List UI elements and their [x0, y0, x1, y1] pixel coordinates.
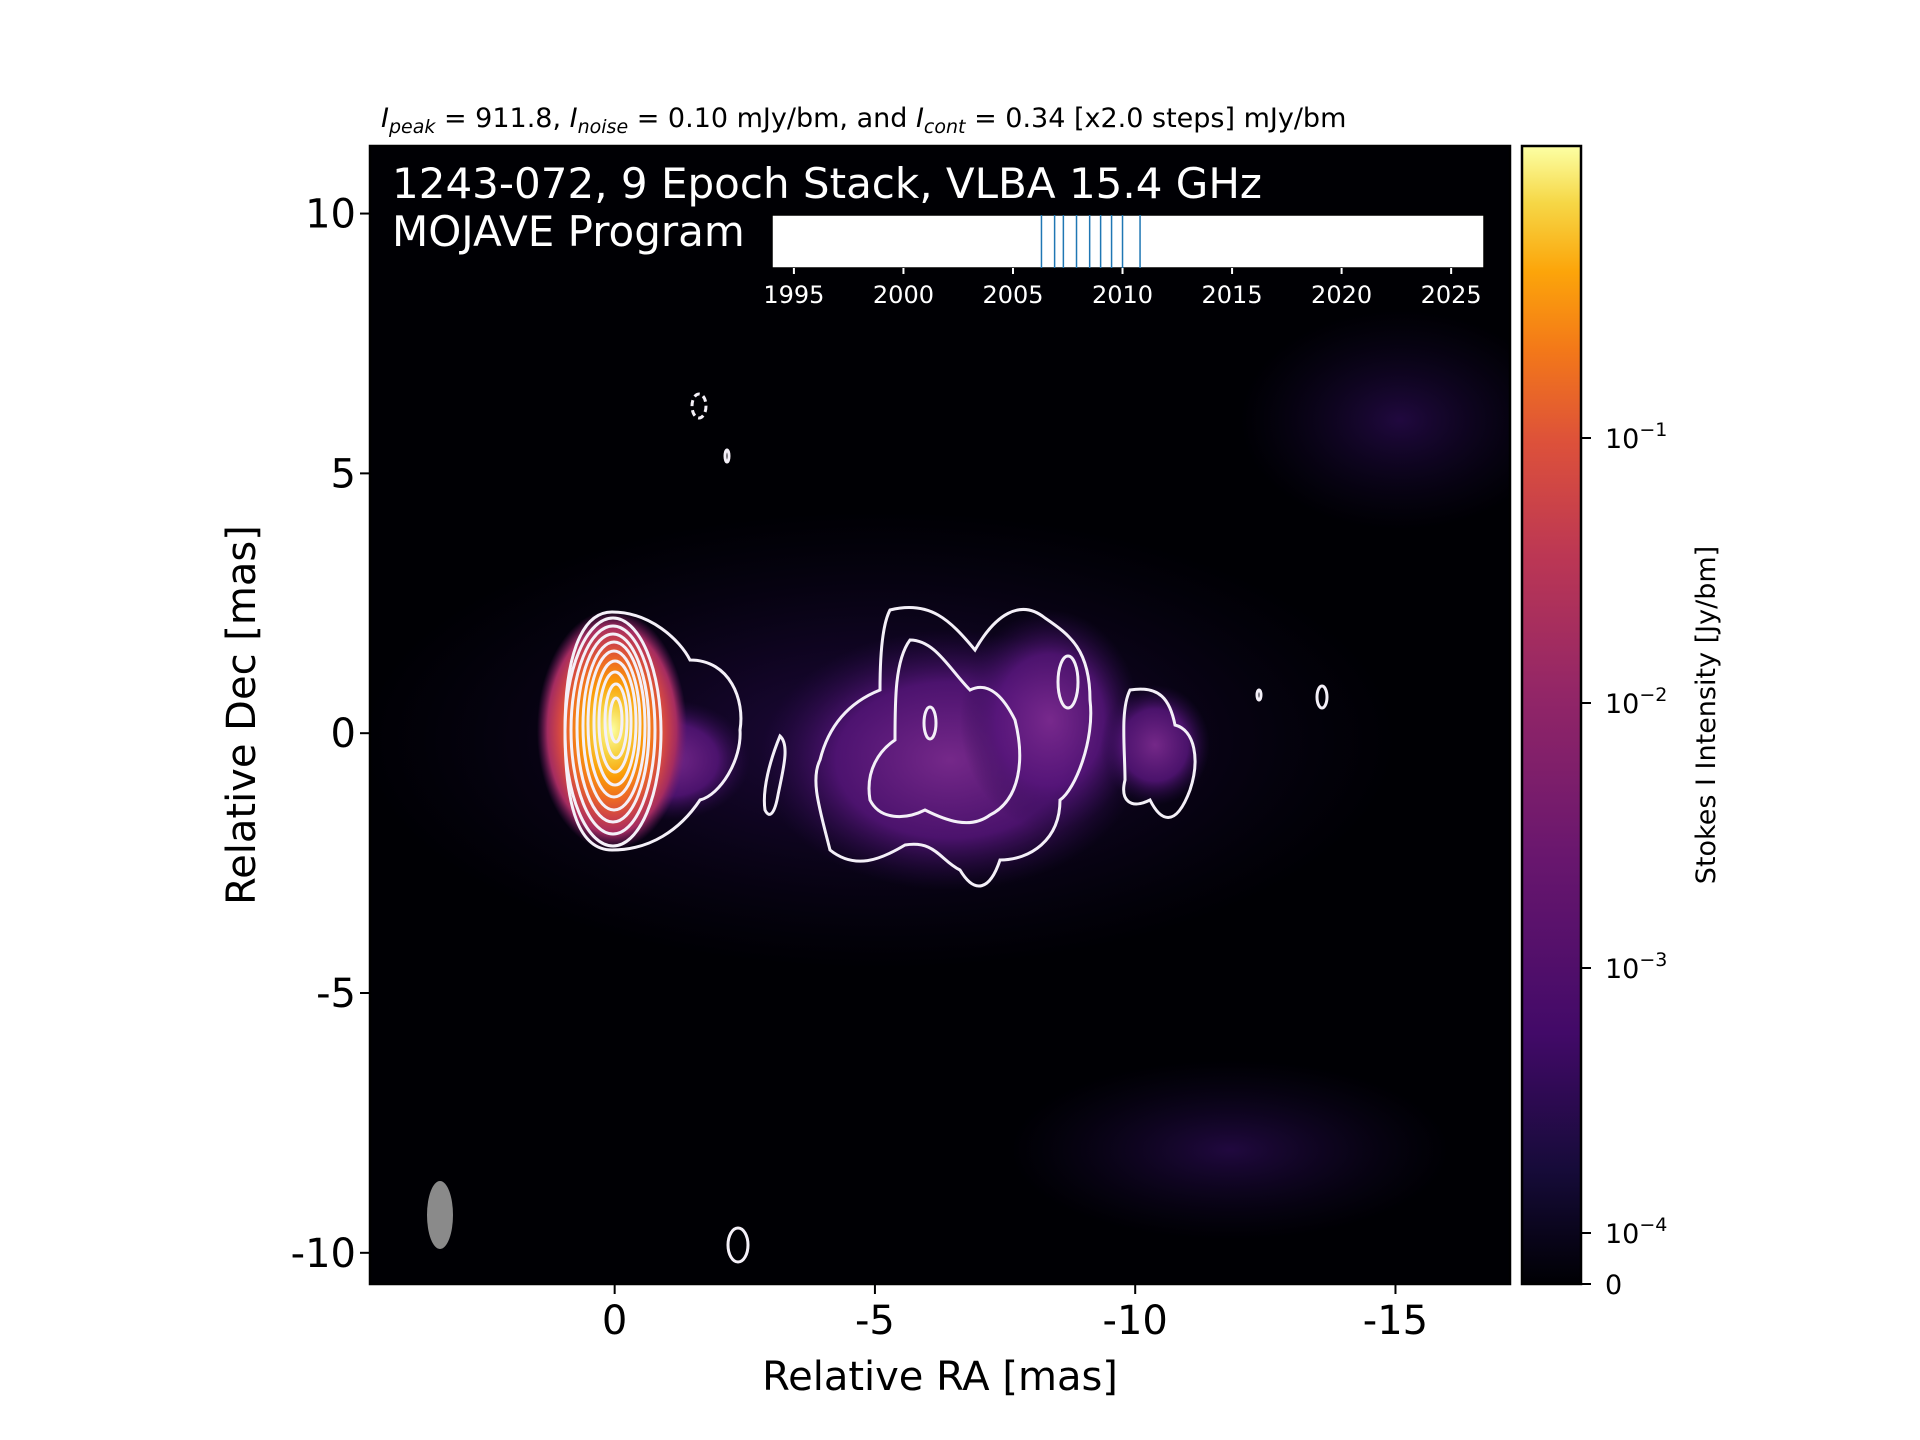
map-image [370, 310, 1510, 1264]
cont-subscript: cont [924, 116, 967, 138]
contour-jet-inner [867, 638, 1022, 825]
contour-knot-outer [1122, 687, 1197, 819]
y-tick-label: -5 [316, 971, 356, 1017]
contour-knot-peak [922, 705, 938, 741]
contour-tiny [1255, 688, 1263, 702]
peak-symbol: I [381, 103, 389, 134]
map-title-line2: MOJAVE Program [392, 207, 745, 256]
contour-level [608, 696, 624, 744]
contour-negative [690, 392, 708, 420]
contour-jet-outer [814, 605, 1093, 888]
colorbar-gradient [1520, 144, 1583, 1286]
contour-level [597, 670, 633, 774]
cont-value: = 0.34 [x2.0 steps] mJy/bm [965, 103, 1346, 134]
timeline-epochs [1040, 215, 1141, 268]
timeline-tick-label: 2000 [873, 281, 934, 309]
map-frame [368, 144, 1512, 1286]
timeline-tick-label: 2015 [1202, 281, 1263, 309]
y-axis-label: Relative Dec [mas] [219, 525, 265, 905]
timeline-tick-label: 1995 [763, 281, 824, 309]
x-axis-label: Relative RA [mas] [762, 1354, 1118, 1400]
colorbar-tick-label: 10−4 [1605, 1214, 1667, 1250]
x-tick-label: 0 [602, 1298, 627, 1344]
timeline-tick-label: 2005 [982, 281, 1043, 309]
contour-level [592, 659, 638, 787]
contour-blob [762, 733, 787, 816]
colorbar-ticks: 0 10−4 10−3 10−2 10−1 [1581, 419, 1667, 1301]
contour-level [603, 682, 629, 760]
contour-tiny [723, 448, 731, 464]
colorbar: 0 10−4 10−3 10−2 10−1 Stokes I Intensity [Jy… [1520, 144, 1722, 1301]
contours [563, 392, 1329, 1264]
map-header-text: Ipeak = 911.8, Inoise = 0.10 mJy/bm, and… [381, 103, 1346, 138]
colorbar-tick-label: 10−3 [1605, 949, 1667, 985]
contour-level [586, 649, 642, 799]
colorbar-tick-label: 10−2 [1605, 684, 1667, 720]
y-tick-label: 5 [331, 451, 356, 497]
x-tick-label: -15 [1363, 1298, 1428, 1344]
map-title-line1: 1243-072, 9 Epoch Stack, VLBA 15.4 GHz [392, 159, 1262, 208]
colorbar-label: Stokes I Intensity [Jy/bm] [1691, 546, 1722, 884]
background-noise-patch [1240, 310, 1510, 530]
colorbar-tick-label: 0 [1605, 1270, 1622, 1301]
timeline-ticks: 1995 2000 2005 2010 2015 2020 2025 [763, 268, 1482, 309]
contour-level [575, 632, 651, 824]
x-tick-label: -5 [855, 1298, 895, 1344]
timeline-tick-label: 2010 [1092, 281, 1153, 309]
background-noise-patch [1010, 1060, 1450, 1240]
timeline-tick-label: 2020 [1311, 281, 1372, 309]
noise-symbol: I [570, 103, 578, 134]
cont-symbol: I [916, 103, 924, 134]
x-axis: 0 -5 -10 -15 [602, 1284, 1428, 1344]
contour-level [581, 640, 647, 812]
peak-subscript: peak [388, 116, 436, 138]
timeline-box [771, 214, 1485, 269]
y-axis: 10 5 0 -5 -10 [291, 192, 370, 1277]
beam-ellipse [427, 1181, 453, 1249]
noise-subscript: noise [578, 116, 629, 138]
colorbar-tick-label: 10−1 [1605, 419, 1667, 455]
timeline-tick-label: 2025 [1421, 281, 1482, 309]
contour-level [563, 616, 663, 848]
y-tick-label: -10 [291, 1231, 356, 1277]
peak-value: = 911.8, [435, 103, 569, 134]
intensity-map: 1243-072, 9 Epoch Stack, VLBA 15.4 GHz M… [219, 144, 1512, 1400]
y-tick-label: 10 [305, 192, 356, 238]
contour-level [569, 624, 657, 836]
noise-value: = 0.10 mJy/bm, and [628, 103, 916, 134]
y-tick-label: 0 [331, 711, 356, 757]
contour-knot [1056, 654, 1080, 710]
jet-emission-knot [1100, 685, 1210, 805]
x-tick-label: -10 [1103, 1298, 1168, 1344]
jet-emission-knot [960, 610, 1140, 830]
timeline-inset: 1995 2000 2005 2010 2015 2020 2025 [763, 214, 1485, 309]
contour-noise [726, 1226, 750, 1264]
contour-tiny [1315, 684, 1329, 710]
